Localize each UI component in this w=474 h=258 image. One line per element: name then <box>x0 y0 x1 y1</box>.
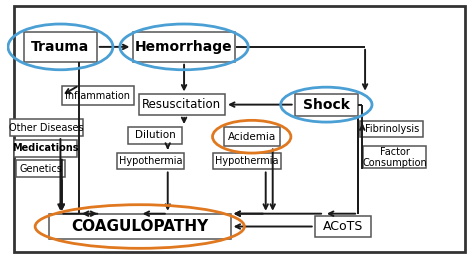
Text: ACoTS: ACoTS <box>322 220 363 233</box>
FancyBboxPatch shape <box>128 127 182 144</box>
Text: Hypothermia: Hypothermia <box>118 156 182 166</box>
FancyBboxPatch shape <box>117 153 184 170</box>
Text: COAGULOPATHY: COAGULOPATHY <box>71 219 209 234</box>
Text: Other Diseases: Other Diseases <box>9 123 84 133</box>
FancyBboxPatch shape <box>14 6 465 252</box>
FancyBboxPatch shape <box>10 119 82 136</box>
Text: Trauma: Trauma <box>31 40 90 54</box>
FancyBboxPatch shape <box>16 160 65 177</box>
FancyBboxPatch shape <box>213 153 281 170</box>
Text: Dilution: Dilution <box>135 130 175 140</box>
FancyBboxPatch shape <box>24 32 97 62</box>
Text: Shock: Shock <box>303 98 350 112</box>
FancyBboxPatch shape <box>133 32 236 62</box>
FancyBboxPatch shape <box>295 94 358 116</box>
Text: Factor
Consumption: Factor Consumption <box>363 147 427 168</box>
Text: Acidemia: Acidemia <box>228 132 276 142</box>
FancyBboxPatch shape <box>138 94 225 115</box>
Text: Genetics: Genetics <box>19 164 62 174</box>
FancyBboxPatch shape <box>360 121 423 137</box>
Text: Resuscitation: Resuscitation <box>142 98 221 111</box>
FancyBboxPatch shape <box>62 86 134 105</box>
Text: Fibrinolysis: Fibrinolysis <box>365 124 419 134</box>
FancyBboxPatch shape <box>224 127 280 146</box>
Text: Medications: Medications <box>12 143 78 153</box>
FancyBboxPatch shape <box>315 216 371 237</box>
FancyBboxPatch shape <box>49 214 231 239</box>
Text: Hemorrhage: Hemorrhage <box>135 40 233 54</box>
FancyBboxPatch shape <box>364 146 427 168</box>
Text: Inflammation: Inflammation <box>65 91 130 101</box>
FancyBboxPatch shape <box>14 140 76 157</box>
Text: Hypothermia: Hypothermia <box>215 156 279 166</box>
